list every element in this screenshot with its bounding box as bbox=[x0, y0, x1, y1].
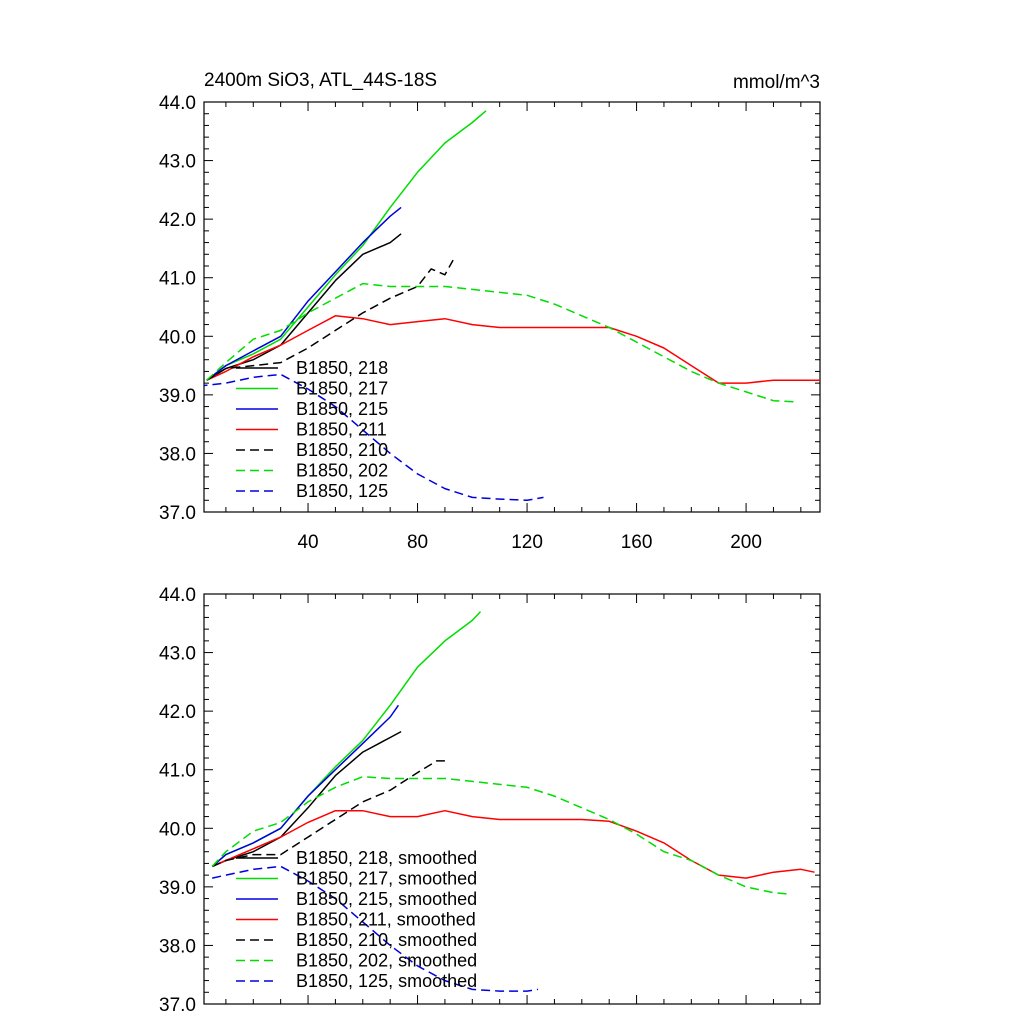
legend-label: B1850, 218 bbox=[296, 358, 388, 378]
legend-label: B1850, 211 bbox=[296, 420, 387, 440]
legend-label: B1850, 215, smoothed bbox=[296, 889, 477, 909]
series-line-4 bbox=[206, 259, 454, 381]
y-tick-label: 43.0 bbox=[159, 152, 196, 173]
series-line-1 bbox=[206, 110, 487, 381]
y-tick-label: 41.0 bbox=[159, 761, 196, 782]
x-tick-label: 200 bbox=[730, 532, 762, 553]
x-tick-label: 80 bbox=[407, 532, 428, 553]
chart-title: 2400m SiO3, ATL_44S-18S bbox=[204, 70, 437, 91]
y-tick-label: 40.0 bbox=[159, 327, 196, 348]
y-tick-label: 37.0 bbox=[159, 503, 196, 524]
x-tick-label: 160 bbox=[621, 532, 653, 553]
legend-label: B1850, 211, smoothed bbox=[296, 910, 476, 930]
legend-label: B1850, 125 bbox=[296, 481, 388, 501]
series-line-6 bbox=[212, 865, 539, 992]
series-line-3 bbox=[211, 809, 815, 879]
plot-frame bbox=[203, 593, 821, 1005]
y-tick-label: 44.0 bbox=[159, 93, 196, 114]
legend-label: B1850, 217, smoothed bbox=[296, 869, 477, 889]
series-line-2 bbox=[211, 704, 400, 867]
y-tick-label: 39.0 bbox=[159, 386, 196, 407]
legend-label: B1850, 202, smoothed bbox=[296, 951, 477, 971]
series-line-4 bbox=[211, 760, 445, 868]
x-tick-label: 40 bbox=[297, 532, 318, 553]
y-tick-label: 37.0 bbox=[159, 995, 196, 1016]
top-panel: 37.0 38.0 39.0 40.0 41.0 42.0 43.0 44.0 40 80 120 1… bbox=[159, 93, 821, 553]
units-label: mmol/m^3 bbox=[733, 72, 820, 93]
series-line-2 bbox=[206, 206, 402, 381]
legend-label: B1850, 218, smoothed bbox=[296, 848, 477, 868]
series-line-0 bbox=[206, 233, 402, 381]
series-line-1 bbox=[211, 611, 482, 867]
legend-label: B1850, 210, smoothed bbox=[296, 930, 477, 950]
y-tick-label: 42.0 bbox=[159, 210, 196, 231]
series-line-5 bbox=[206, 282, 796, 403]
series-line-6 bbox=[204, 373, 544, 502]
y-tick-label: 38.0 bbox=[159, 936, 196, 957]
series-line-3 bbox=[206, 315, 820, 384]
x-tick-label: 120 bbox=[511, 532, 543, 553]
legend-label: B1850, 202 bbox=[296, 461, 388, 481]
y-tick-label: 43.0 bbox=[159, 644, 196, 665]
series-line-5 bbox=[211, 775, 788, 895]
y-tick-label: 41.0 bbox=[159, 269, 196, 290]
y-tick-label: 40.0 bbox=[159, 819, 196, 840]
legend-label: B1850, 215 bbox=[296, 399, 388, 419]
series-group bbox=[204, 110, 820, 502]
y-tick-label: 38.0 bbox=[159, 444, 196, 465]
legend-label: B1850, 125, smoothed bbox=[296, 971, 477, 991]
legend-label: B1850, 217 bbox=[296, 379, 388, 399]
y-tick-label: 42.0 bbox=[159, 702, 196, 723]
series-group bbox=[211, 611, 815, 992]
plot-frame bbox=[203, 101, 821, 513]
y-tick-label: 39.0 bbox=[159, 878, 196, 899]
legend-label: B1850, 210 bbox=[296, 440, 388, 460]
series-line-0 bbox=[211, 730, 402, 868]
y-tick-label: 44.0 bbox=[159, 585, 196, 606]
bottom-panel: 37.0 38.0 39.0 40.0 41.0 42.0 43.0 44.0 B1850, 2… bbox=[159, 585, 821, 1016]
